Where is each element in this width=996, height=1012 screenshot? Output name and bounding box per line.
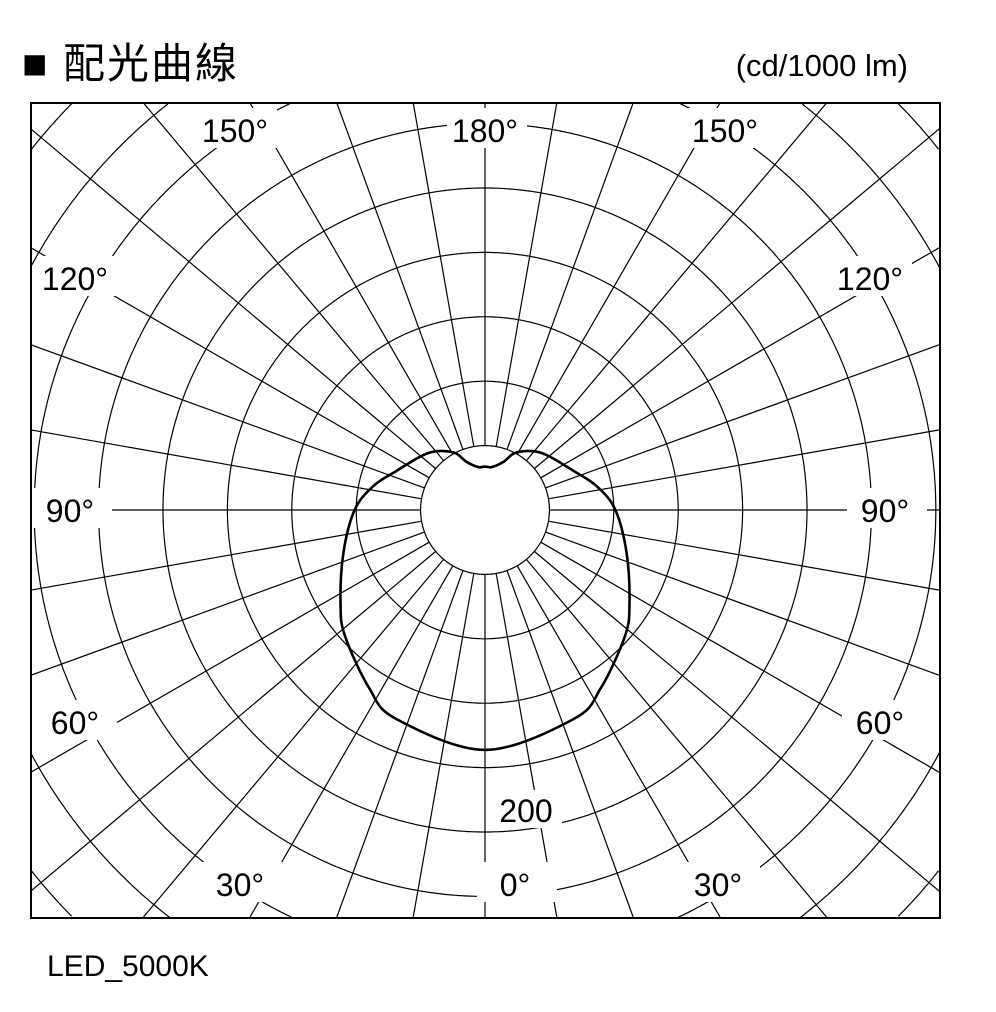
label-mask (477, 862, 557, 902)
grid-radial-line (143, 102, 445, 462)
angle-label-60-right: 60° (856, 705, 904, 741)
grid-radial-line (506, 102, 634, 450)
grid-radial-line (533, 127, 941, 470)
series-curve-led-5000k (339, 449, 631, 752)
grid-radial-line (248, 565, 454, 919)
label-mask (197, 108, 277, 148)
grid-radial-line (142, 558, 445, 919)
grid-radial-line (30, 344, 425, 489)
grid-radial-line (495, 102, 558, 447)
label-mask (202, 862, 282, 902)
grid-circle (30, 103, 940, 917)
grid-radial-line (30, 429, 422, 500)
label-mask (490, 790, 562, 828)
label-mask (680, 862, 760, 902)
label-mask (447, 108, 527, 148)
grid-radial-line (533, 550, 941, 893)
grid-radial-line (336, 102, 464, 450)
radial-label-200: 200 (499, 793, 552, 829)
label-mask (842, 700, 922, 740)
grid-radial-line (30, 520, 422, 591)
chart-title: ■ 配光曲線 (22, 40, 240, 87)
grid-radial-line (30, 531, 425, 676)
grid-radial-line (506, 570, 635, 919)
grid-radial-line (249, 102, 454, 455)
angle-label-90-right: 90° (861, 493, 909, 529)
angle-label-90-left: 90° (46, 493, 94, 529)
grid-radial-line (516, 102, 721, 455)
grid-radial-line (545, 343, 941, 489)
angle-label-120-right: 120° (837, 261, 903, 297)
grid-radial-line (525, 102, 827, 462)
angle-label-30-left: 30° (216, 867, 264, 903)
grid-radial-line (516, 565, 722, 919)
unit-label: (cd/1000 lm) (735, 48, 908, 83)
angle-label-30-right: 30° (694, 867, 742, 903)
grid-circle (420, 445, 550, 575)
caption: LED_5000K (47, 950, 209, 983)
grid-radial-line (30, 128, 437, 470)
angle-label-180: 180° (452, 113, 518, 149)
angle-label-150-right: 150° (692, 113, 758, 149)
label-mask (847, 488, 927, 528)
grid-radial-line (525, 558, 828, 919)
label-mask (37, 700, 117, 740)
label-mask (832, 256, 912, 296)
grid-radial-line (548, 520, 941, 591)
label-mask (687, 108, 767, 148)
grid-radial-line (412, 573, 475, 919)
angle-label-150-left: 150° (202, 113, 268, 149)
grid-radial-line (545, 531, 941, 677)
angle-label-60-left: 60° (51, 705, 99, 741)
angle-label-120-left: 120° (42, 261, 108, 297)
grid-radial-line (495, 573, 558, 919)
label-mask (37, 256, 117, 296)
angle-label-0: 0° (500, 867, 531, 903)
grid-radial-line (548, 429, 941, 500)
grid-radial-line (335, 570, 464, 919)
grid-radial-line (412, 102, 475, 447)
chart-frame (30, 102, 941, 919)
grid-radial-line (30, 550, 437, 892)
label-mask (32, 488, 112, 528)
